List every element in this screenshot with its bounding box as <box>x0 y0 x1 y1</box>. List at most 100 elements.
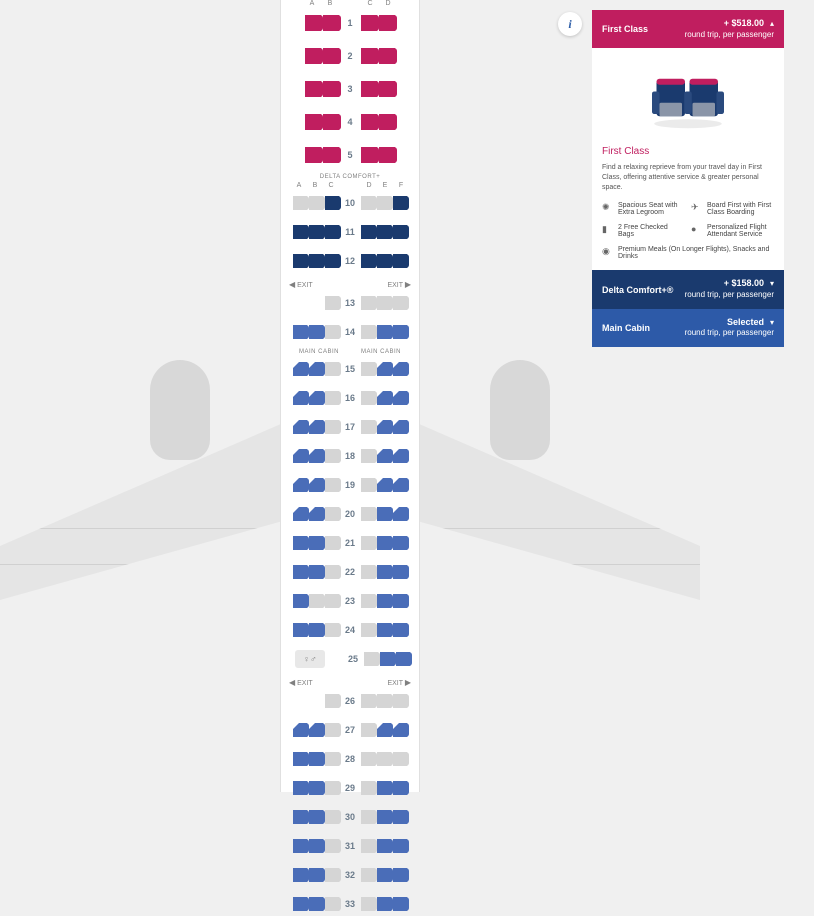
seat[interactable] <box>361 449 375 463</box>
seat[interactable] <box>361 507 375 521</box>
seat[interactable] <box>393 694 407 708</box>
seat[interactable] <box>309 623 323 637</box>
seat[interactable] <box>325 478 339 492</box>
seat[interactable] <box>377 752 391 766</box>
seat[interactable] <box>293 254 307 268</box>
seat[interactable] <box>293 868 307 882</box>
seat[interactable] <box>361 810 375 824</box>
seat[interactable] <box>393 225 407 239</box>
seat[interactable] <box>325 810 339 824</box>
seat[interactable] <box>309 897 323 911</box>
seat[interactable] <box>325 391 339 405</box>
seat[interactable] <box>393 565 407 579</box>
seat[interactable] <box>361 536 375 550</box>
seat[interactable] <box>309 478 323 492</box>
main-cabin-header[interactable]: Main Cabin Selected▾ round trip, per pas… <box>592 309 784 347</box>
seat[interactable] <box>361 114 377 130</box>
seat[interactable] <box>361 723 375 737</box>
seat[interactable] <box>361 147 377 163</box>
seat[interactable] <box>293 897 307 911</box>
seat[interactable] <box>361 752 375 766</box>
seat[interactable] <box>377 507 391 521</box>
seat[interactable] <box>309 362 323 376</box>
seat[interactable] <box>380 652 394 666</box>
seat[interactable] <box>325 565 339 579</box>
seat[interactable] <box>309 594 323 608</box>
seat[interactable] <box>309 752 323 766</box>
seat[interactable] <box>377 362 391 376</box>
seat[interactable] <box>323 15 339 31</box>
seat[interactable] <box>323 114 339 130</box>
seat[interactable] <box>379 147 395 163</box>
seat[interactable] <box>325 449 339 463</box>
seat[interactable] <box>361 781 375 795</box>
seat[interactable] <box>323 147 339 163</box>
seat[interactable] <box>377 449 391 463</box>
seat[interactable] <box>361 478 375 492</box>
seat[interactable] <box>393 594 407 608</box>
seat[interactable] <box>393 296 407 310</box>
seat[interactable] <box>293 810 307 824</box>
seat[interactable] <box>377 723 391 737</box>
seat[interactable] <box>393 449 407 463</box>
seat[interactable] <box>361 325 375 339</box>
seat[interactable] <box>361 225 375 239</box>
seat[interactable] <box>379 114 395 130</box>
seat[interactable] <box>361 420 375 434</box>
seat[interactable] <box>379 15 395 31</box>
seat[interactable] <box>305 114 321 130</box>
seat[interactable] <box>393 325 407 339</box>
seat[interactable] <box>377 225 391 239</box>
seat[interactable] <box>379 81 395 97</box>
seat[interactable] <box>377 196 391 210</box>
seat[interactable] <box>377 897 391 911</box>
seat[interactable] <box>293 839 307 853</box>
seat[interactable] <box>361 196 375 210</box>
seat[interactable] <box>393 897 407 911</box>
seat[interactable] <box>361 839 375 853</box>
seat[interactable] <box>325 897 339 911</box>
seat[interactable] <box>323 48 339 64</box>
seat[interactable] <box>293 478 307 492</box>
seat[interactable] <box>309 420 323 434</box>
info-button[interactable]: i <box>558 12 582 36</box>
seat[interactable] <box>293 536 307 550</box>
seat[interactable] <box>393 362 407 376</box>
seat[interactable] <box>325 507 339 521</box>
seat[interactable] <box>293 420 307 434</box>
seat[interactable] <box>293 225 307 239</box>
seat[interactable] <box>393 723 407 737</box>
seat[interactable] <box>393 507 407 521</box>
seat[interactable] <box>305 15 321 31</box>
seat[interactable] <box>361 594 375 608</box>
seat[interactable] <box>393 536 407 550</box>
seat[interactable] <box>309 196 323 210</box>
seat[interactable] <box>305 147 321 163</box>
seat[interactable] <box>377 565 391 579</box>
seat[interactable] <box>377 781 391 795</box>
seat[interactable] <box>377 810 391 824</box>
seat[interactable] <box>325 225 339 239</box>
seat[interactable] <box>377 536 391 550</box>
seat[interactable] <box>293 594 307 608</box>
seat[interactable] <box>393 839 407 853</box>
seat[interactable] <box>309 781 323 795</box>
seat[interactable] <box>377 325 391 339</box>
seat[interactable] <box>309 449 323 463</box>
seat[interactable] <box>377 839 391 853</box>
seat[interactable] <box>377 420 391 434</box>
seat[interactable] <box>325 868 339 882</box>
seat[interactable] <box>293 325 307 339</box>
seat[interactable] <box>293 507 307 521</box>
seat[interactable] <box>379 48 395 64</box>
seat[interactable] <box>293 752 307 766</box>
seat[interactable] <box>361 81 377 97</box>
seat[interactable] <box>393 781 407 795</box>
seat[interactable] <box>305 48 321 64</box>
seat[interactable] <box>377 254 391 268</box>
seat[interactable] <box>309 507 323 521</box>
seat[interactable] <box>309 536 323 550</box>
seat[interactable] <box>325 781 339 795</box>
seat[interactable] <box>361 48 377 64</box>
seat[interactable] <box>393 868 407 882</box>
